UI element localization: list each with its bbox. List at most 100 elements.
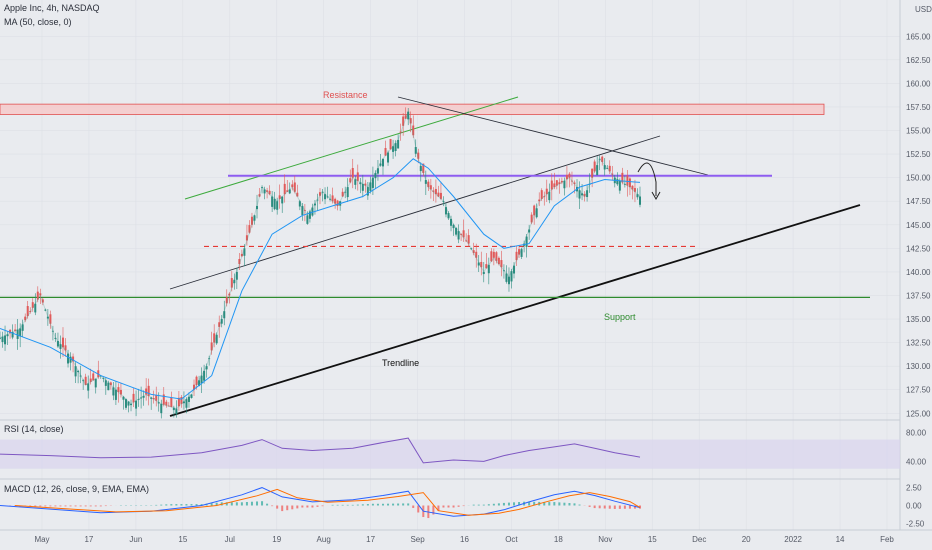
candle-body [452,224,455,229]
time-axis[interactable]: May 17 Jun 15 Jul 19 Aug 17 Sep 16 Oct 18 Nov 15 Dec 20… [34,535,894,544]
candle-body [583,193,586,197]
candle-body [44,309,47,311]
candle-body [394,143,397,151]
macd-bar [407,503,410,506]
candle-body [31,302,34,308]
candle-body [387,152,390,163]
macd-bar [64,505,67,507]
candle-body [351,167,354,178]
price-tick: 160.00 [906,79,931,88]
candle-body [49,314,52,324]
time-tick: Jun [129,535,142,544]
candle-body [286,190,289,192]
rsi-series [0,437,641,464]
candle-body [371,177,374,188]
candle-body [392,146,395,152]
macd-bar [331,504,334,506]
macd-bar [346,504,349,506]
candle-body [346,187,349,198]
symbol-title[interactable]: Apple Inc, 4h, NASDAQ [4,3,100,13]
candle-body [56,341,59,347]
candle-body [130,403,133,406]
price-axis[interactable]: 165.00 162.50 160.00 157.50 155.00 152.50 150.… [906,32,931,418]
candle-body [122,396,125,400]
macd-bar [588,505,591,507]
candle-body [87,383,90,391]
main-trendline [169,204,861,417]
candle-body [235,271,238,280]
candle-body [213,333,216,343]
macd-bar [44,505,47,507]
candle-body [248,225,251,233]
currency-label[interactable]: USD [915,5,932,14]
macd-bar [336,504,339,506]
macd-indicator-label[interactable]: MACD (12, 26, close, 9, EMA, EMA) [4,484,150,494]
candle-body [180,397,183,404]
candle-body [560,180,563,183]
macd-bar [618,505,621,509]
candle-body [621,172,624,183]
macd-bar [245,502,248,506]
macd-bar [518,502,521,506]
macd-bar [528,501,531,506]
candle-body [500,260,503,268]
macd-bar [477,504,480,506]
candle-body [321,191,324,193]
rsi-band [0,439,900,469]
candle-body [591,168,594,178]
candle-body [72,356,75,362]
macd-bar [180,504,183,506]
ma-indicator-label[interactable]: MA (50, close, 0) [4,17,72,27]
macd-bar [311,505,314,508]
candle-body [316,199,319,201]
macd-bar [442,505,445,508]
rsi-indicator-label[interactable]: RSI (14, close) [4,424,64,434]
macd-bar [89,505,92,507]
candle-body [193,384,196,390]
candle-body [137,399,140,400]
candle-body [250,216,253,225]
candle-body [109,382,112,386]
candle-body [573,182,576,184]
price-tick: 162.50 [906,56,931,65]
macd-bar [256,501,259,506]
candle-body [324,194,327,200]
candle-body [89,378,92,382]
candle-body [472,250,475,254]
macd-bar [457,505,460,507]
macd-bar [306,505,309,508]
price-tick: 140.00 [906,268,931,277]
candle-body [455,227,458,235]
candle-body [384,148,387,156]
macd-bar [578,504,581,506]
macd-axis[interactable]: 2.50 0.00 -2.50 [906,484,925,529]
candle-body [14,329,17,331]
candle-body [230,278,233,288]
candle-body [429,185,432,190]
candle-body [182,401,185,404]
macd-bar [250,501,253,506]
macd-bar [79,505,82,507]
candle-body [19,328,22,337]
rsi-tick: 40.00 [906,457,927,466]
candle-body [26,306,29,317]
candle-body [24,316,27,321]
candle-body [513,265,516,274]
candle-body [545,188,548,195]
candle-body [150,397,153,399]
candle-body [482,271,485,275]
candle-body [399,131,402,133]
resistance-zone[interactable] [0,103,825,115]
macd-bar [417,505,420,513]
macd-bar [155,504,158,506]
candle-body [611,173,614,175]
macd-bar [225,502,228,506]
candle-body [39,293,42,296]
candle-body [67,353,70,364]
rsi-axis[interactable]: 80.00 40.00 [906,428,927,466]
candle-body [243,248,246,256]
candle-body [306,215,309,224]
candle-body [601,156,604,162]
time-tick: 19 [272,535,281,544]
